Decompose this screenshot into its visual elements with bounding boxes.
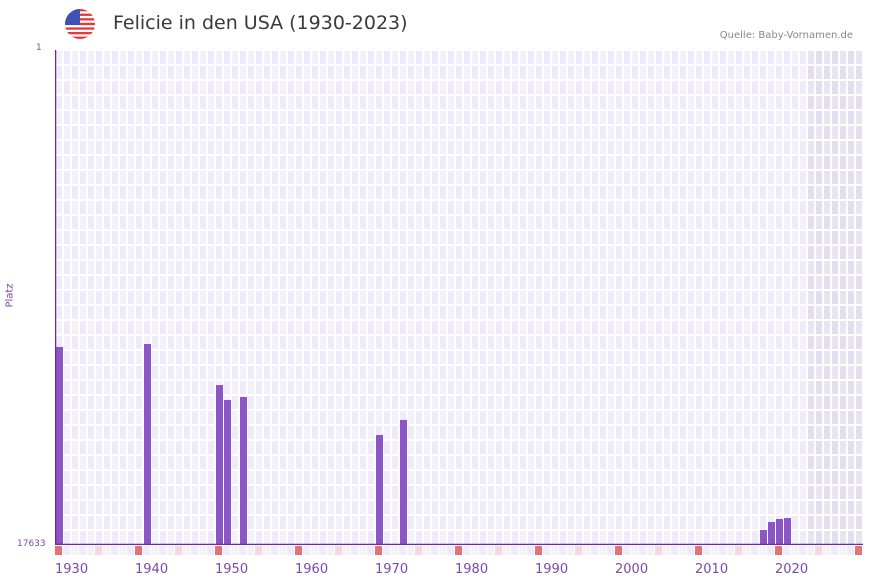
source-label: Quelle: Baby-Vornamen.de [719,30,853,41]
x-tick-label: 2020 [775,562,809,577]
bar [224,399,231,545]
bar [216,385,223,545]
x-tick-label: 1930 [55,562,89,577]
x-tick-label: 2000 [615,562,649,577]
x-tick-label: 1950 [215,562,249,577]
y-tick-top: 1 [36,43,42,53]
x-tick-label: 2010 [695,562,729,577]
bar [400,419,407,545]
bar [376,435,383,545]
y-axis-title: Platz [4,283,16,308]
bar [760,530,767,545]
bar [776,519,783,545]
x-tick-label: 1980 [455,562,489,577]
x-tick-label: 1960 [295,562,329,577]
bar [240,396,247,545]
x-tick-label: 1970 [375,562,409,577]
bar [784,517,791,545]
usa-flag-icon [65,9,95,39]
x-tick-label: 1940 [135,562,169,577]
chart-title: Felicie in den USA (1930-2023) [113,12,408,34]
bar [56,346,63,545]
x-tick-label: 1990 [535,562,569,577]
y-tick-bottom: 17633 [17,539,46,549]
decade-markers [55,546,862,555]
plot-area [55,50,863,545]
bar [768,522,775,545]
bar [144,343,151,545]
